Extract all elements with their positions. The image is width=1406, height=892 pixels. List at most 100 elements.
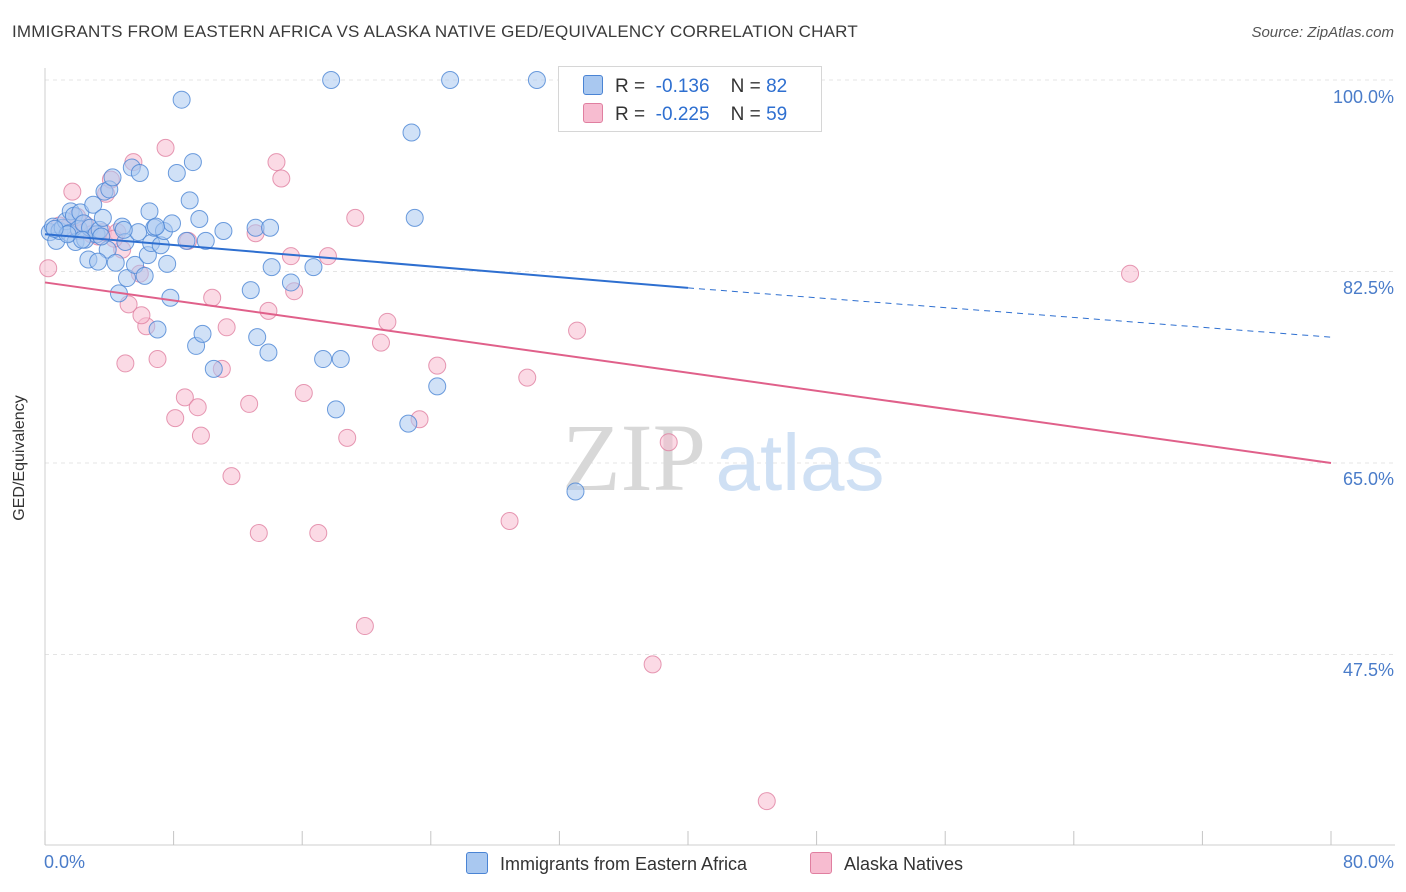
scatter-point: [371, 333, 390, 352]
scatter-point: [281, 273, 300, 292]
scatter-point: [156, 138, 175, 157]
legend-n-value: 59: [766, 104, 788, 125]
scatter-point: [148, 320, 167, 339]
legend-swatch-pink: [583, 103, 603, 123]
y-tick-65: 65.0%: [1342, 469, 1394, 489]
scatter-point: [527, 71, 546, 89]
scatter-point: [441, 71, 460, 89]
bottom-legend-swatch-pink: [810, 852, 832, 874]
scatter-point: [241, 281, 260, 300]
stats-legend: R = -0.136 N = 82 R = -0.225 N = 59: [558, 66, 822, 132]
y-tick-82-5: 82.5%: [1342, 278, 1394, 298]
scatter-point: [267, 153, 286, 172]
scatter-point: [659, 433, 678, 452]
scatter-point: [135, 266, 154, 285]
scatter-point: [378, 312, 397, 331]
scatter-point: [326, 400, 345, 419]
legend-r-value: -0.136: [655, 76, 710, 97]
scatter-point: [162, 214, 181, 233]
scatter-point: [643, 655, 662, 674]
scatter-point: [190, 209, 209, 228]
axes: [44, 68, 1395, 846]
scatter-point: [304, 258, 323, 277]
scatter-point: [214, 222, 233, 241]
scatter-point: [428, 377, 447, 396]
series-eastern-africa: [40, 71, 585, 501]
watermark-atlas: atlas: [716, 418, 885, 507]
scatter-point: [222, 467, 241, 486]
scatter-point: [262, 258, 281, 277]
scatter-point: [331, 350, 350, 369]
scatter-point: [161, 288, 180, 307]
scatter-point: [146, 217, 165, 236]
scatter-point: [93, 208, 112, 227]
watermark-zip: ZIP: [562, 404, 706, 511]
scatter-point: [140, 202, 159, 221]
scatter-point: [272, 169, 291, 188]
legend-swatch-blue: [583, 75, 603, 95]
legend-r-value: -0.225: [655, 104, 710, 125]
trend-lines: [44, 233, 1332, 464]
chart-source: Source: ZipAtlas.com: [1251, 24, 1394, 41]
scatter-point: [132, 306, 151, 325]
legend-row-pink: R = -0.225 N = 59: [583, 103, 787, 127]
scatter-point: [89, 252, 108, 271]
scatter-point: [428, 356, 447, 375]
scatter-point: [193, 324, 212, 343]
y-tick-100: 100.0%: [1332, 87, 1394, 107]
scatter-point: [309, 524, 328, 543]
scatter-point: [518, 368, 537, 387]
bottom-legend-pink: Alaska Natives: [810, 852, 963, 875]
scatter-point: [318, 247, 337, 266]
scatter-point: [92, 227, 111, 246]
scatter-point: [203, 288, 222, 307]
legend-r-label: R =: [615, 76, 646, 97]
scatter-point: [402, 123, 421, 142]
scatter-point: [261, 218, 280, 237]
x-tick-min: 0.0%: [44, 852, 86, 872]
scatter-point: [322, 71, 341, 89]
scatter-point: [568, 321, 587, 340]
bottom-legend-swatch-blue: [466, 852, 488, 874]
scatter-point: [130, 164, 149, 183]
scatter-point: [405, 208, 424, 227]
trend-line-pink: [44, 281, 1332, 464]
scatter-point: [196, 231, 215, 250]
legend-n-label: N =: [730, 104, 761, 125]
scatter-point: [166, 409, 185, 428]
trend-line-blue: [44, 233, 689, 289]
scatter-point: [240, 394, 259, 413]
legend-row-blue: R = -0.136 N = 82: [583, 75, 787, 99]
scatter-point: [248, 328, 267, 347]
scatter-point: [314, 350, 333, 369]
scatter-point: [183, 153, 202, 172]
scatter-point: [45, 219, 64, 238]
y-tick-47-5: 47.5%: [1342, 660, 1394, 680]
scatter-point: [39, 259, 58, 278]
scatter-point: [172, 90, 191, 109]
scatter-point: [188, 398, 207, 417]
scatter-point: [114, 220, 133, 239]
scatter-point: [158, 254, 177, 273]
bottom-legend-blue: Immigrants from Eastern Africa: [466, 852, 747, 875]
scatter-point: [63, 182, 82, 201]
scatter-point: [294, 383, 313, 402]
scatter-point: [167, 164, 186, 183]
scatter-point: [217, 318, 236, 337]
legend-n-label: N =: [730, 76, 761, 97]
scatter-point: [148, 350, 167, 369]
scatter-point: [346, 208, 365, 227]
legend-n-value: 82: [766, 76, 788, 97]
legend-r-label: R =: [615, 104, 646, 125]
scatter-point: [103, 168, 122, 187]
trend-line-blue-extension: [687, 287, 1332, 338]
x-tick-max: 80.0%: [1342, 852, 1394, 872]
scatter-point: [117, 269, 136, 288]
bottom-legend-label-pink: Alaska Natives: [844, 854, 964, 874]
scatter-point: [566, 482, 585, 501]
scatter-point: [338, 428, 357, 447]
grid-lines: [45, 79, 1395, 655]
scatter-point: [757, 792, 776, 811]
scatter-point: [355, 617, 374, 636]
